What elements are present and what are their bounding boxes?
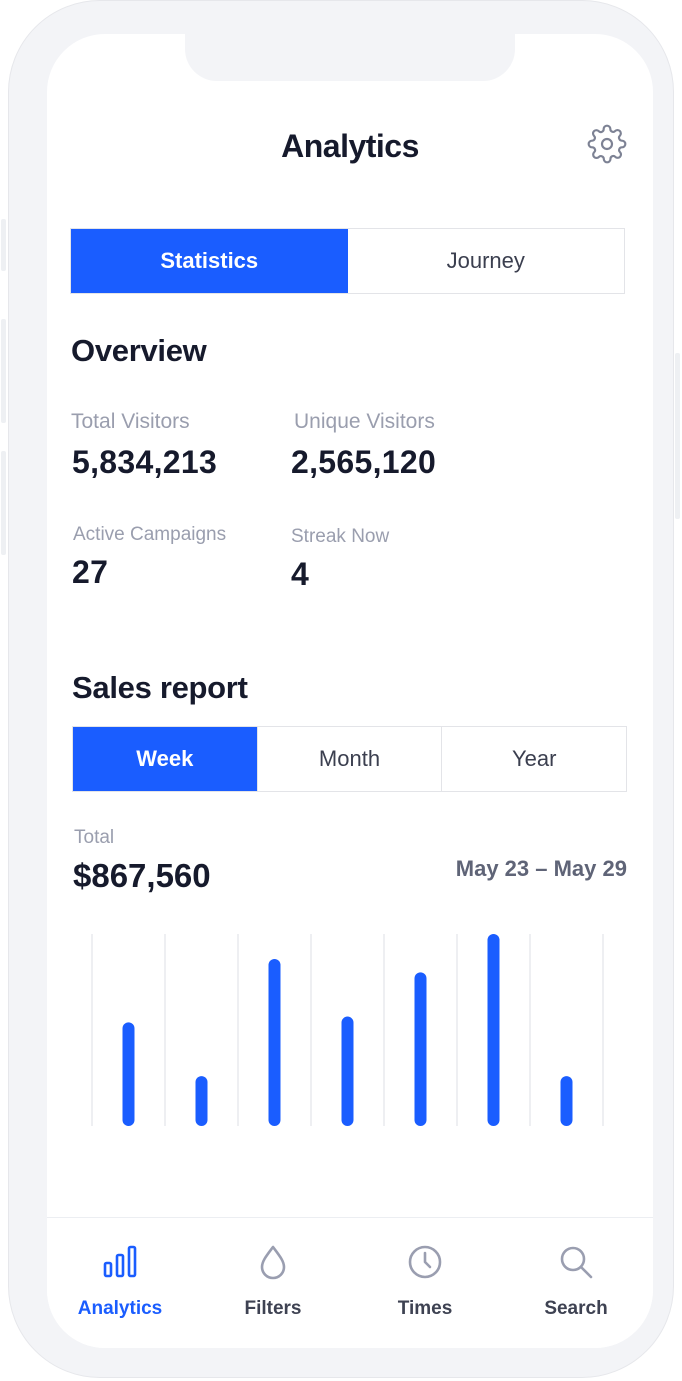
nav-filters[interactable]: Filters bbox=[203, 1218, 343, 1348]
side-button bbox=[675, 353, 680, 519]
drop-icon bbox=[260, 1245, 286, 1280]
page-title: Analytics bbox=[281, 128, 419, 164]
screen: Analytics Statistics Journey Overview To… bbox=[47, 34, 653, 1348]
overview-heading: Overview bbox=[71, 333, 207, 368]
stat-value-unique-visitors: 2,565,120 bbox=[291, 444, 437, 480]
gear-icon[interactable] bbox=[587, 124, 627, 164]
total-label: Total bbox=[74, 827, 115, 848]
total-value: $867,560 bbox=[73, 857, 211, 894]
nav-analytics-label: Analytics bbox=[77, 1298, 163, 1319]
stat-label-active-campaigns: Active Campaigns bbox=[73, 524, 227, 545]
side-button bbox=[1, 451, 6, 555]
stat-label-streak: Streak Now bbox=[291, 526, 390, 547]
tab-month[interactable]: Month bbox=[256, 727, 442, 791]
side-button bbox=[1, 319, 6, 423]
view-tabs: Statistics Journey bbox=[70, 228, 625, 294]
bottom-nav: Analytics Filters Times S bbox=[47, 1217, 653, 1348]
nav-times[interactable]: Times bbox=[355, 1218, 495, 1348]
nav-filters-label: Filters bbox=[244, 1298, 302, 1319]
tab-week[interactable]: Week bbox=[73, 727, 257, 791]
side-button bbox=[1, 219, 6, 271]
tab-statistics[interactable]: Statistics bbox=[71, 229, 348, 293]
nav-times-label: Times bbox=[397, 1298, 453, 1319]
nav-search[interactable]: Search bbox=[506, 1218, 646, 1348]
nav-search-label: Search bbox=[544, 1298, 608, 1319]
sales-bar-chart bbox=[91, 934, 604, 1126]
date-range: May 23 – May 29 bbox=[455, 856, 627, 881]
notch bbox=[185, 34, 515, 81]
nav-analytics[interactable]: Analytics bbox=[50, 1218, 190, 1348]
stat-label-total-visitors: Total Visitors bbox=[71, 410, 190, 433]
period-tabs: Week Month Year bbox=[72, 726, 627, 792]
search-icon bbox=[560, 1246, 593, 1279]
tab-year[interactable]: Year bbox=[441, 727, 626, 791]
stat-value-total-visitors: 5,834,213 bbox=[72, 444, 218, 480]
stat-label-unique-visitors: Unique Visitors bbox=[294, 410, 435, 433]
tab-journey[interactable]: Journey bbox=[446, 248, 525, 273]
bar-chart-icon bbox=[103, 1245, 137, 1278]
clock-icon bbox=[408, 1245, 442, 1279]
stat-value-active-campaigns: 27 bbox=[72, 554, 109, 590]
stat-value-streak: 4 bbox=[291, 556, 310, 592]
sales-report-heading: Sales report bbox=[72, 670, 248, 705]
